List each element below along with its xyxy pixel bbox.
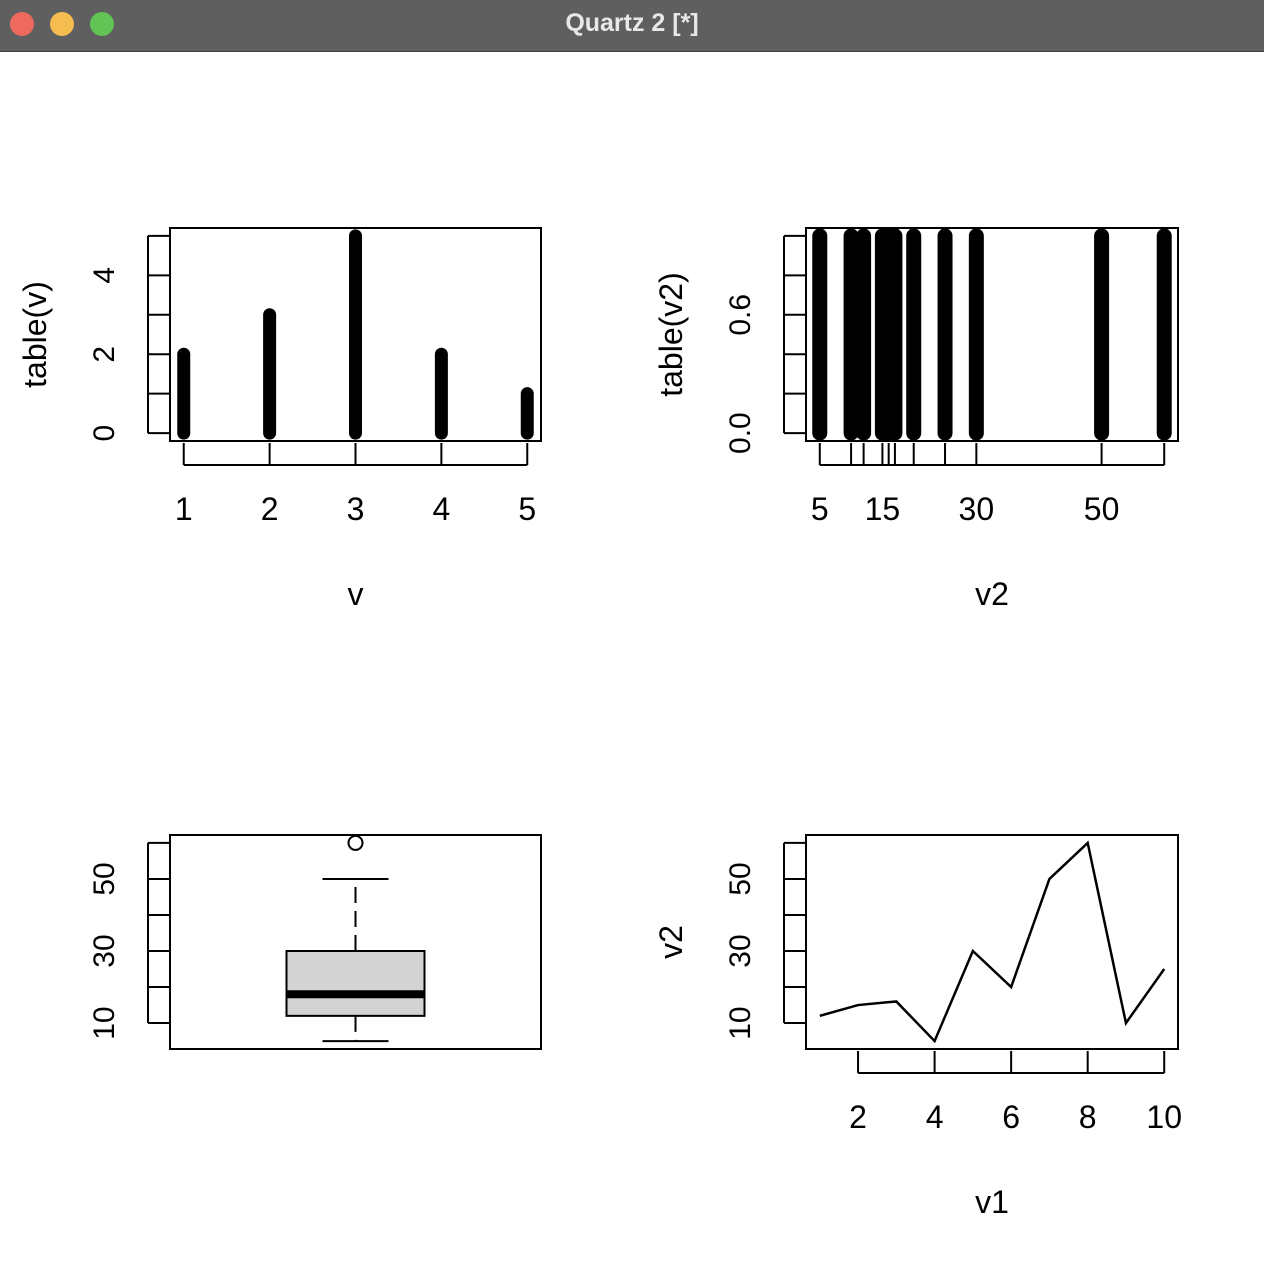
table-v2-plot-x-tick-label: 30	[959, 491, 995, 527]
line-plot-x-tick-label: 10	[1146, 1099, 1182, 1135]
table-v-plot-y-tick-label: 0	[88, 425, 121, 442]
minimize-window-button[interactable]	[50, 12, 74, 36]
boxplot-y-tick-label: 10	[88, 1006, 121, 1039]
table-v2-plot-x-tick-label: 15	[865, 491, 901, 527]
table-v-plot-x-tick-label: 1	[175, 491, 193, 527]
line-plot-x-tick-label: 8	[1079, 1099, 1097, 1135]
table-v-plot-frame	[169, 227, 542, 442]
zoom-window-button[interactable]	[90, 12, 114, 36]
line-plot-series-line	[819, 840, 1166, 1044]
table-v-plot-x-tick-label: 4	[432, 491, 450, 527]
boxplot-y-tick-label: 30	[88, 934, 121, 967]
window-titlebar[interactable]: Quartz 2 [*]	[0, 0, 1264, 52]
table-v2-plot-y-tick-label: 0.6	[724, 294, 757, 336]
table-v2-plot-x-axis-title: v2	[975, 576, 1009, 612]
line-plot-y-tick-label: 10	[724, 1006, 757, 1039]
table-v-plot-y-tick-label: 4	[88, 267, 121, 284]
table-v-plot-x-tick-label: 2	[261, 491, 279, 527]
line-plot: 10 30 50 2 4 6 8 10 v1 v2	[653, 834, 1182, 1220]
line-plot-x-tick-label: 2	[849, 1099, 867, 1135]
boxplot-outlier-point	[347, 834, 364, 851]
table-v2-plot-frame	[805, 227, 1179, 442]
line-plot-y-tick-label: 30	[724, 934, 757, 967]
table-v-plot-x-axis-title: v	[348, 576, 364, 612]
table-v2-plot-x-tick-label: 50	[1084, 491, 1120, 527]
table-v2-plot-y-tick-label: 0.0	[724, 412, 757, 454]
boxplot-box	[285, 950, 426, 1017]
boxplot-y-tick-label: 50	[88, 862, 121, 895]
table-v-plot: 0 2 4 1 2 3 4 5 v table(v)	[17, 227, 542, 612]
table-v2-plot-x-tick-label: 5	[811, 491, 829, 527]
close-window-button[interactable]	[10, 12, 34, 36]
table-v2-plot-y-axis-title: table(v2)	[653, 272, 689, 397]
window-title: Quartz 2 [*]	[565, 9, 699, 37]
line-plot-y-axis-title: v2	[653, 925, 689, 959]
line-plot-frame	[805, 834, 1179, 1050]
boxplot-frame	[169, 834, 542, 1050]
plot-canvas: 0 2 4 1 2 3 4 5 v table(v) 0.0 0.6 5 15 30 50 v2 table(v2…	[17, 227, 1182, 1220]
line-plot-x-tick-label: 4	[926, 1099, 944, 1135]
line-plot-y-tick-label: 50	[724, 862, 757, 895]
boxplot: 10 30 50	[88, 834, 542, 1050]
table-v-plot-y-axis-title: table(v)	[17, 281, 53, 388]
line-plot-x-axis-title: v1	[975, 1184, 1009, 1220]
table-v-plot-y-tick-label: 2	[88, 346, 121, 363]
table-v2-plot: 0.0 0.6 5 15 30 50 v2 table(v2)	[653, 227, 1179, 612]
line-plot-x-tick-label: 6	[1002, 1099, 1020, 1135]
table-v-plot-x-tick-label: 5	[518, 491, 536, 527]
table-v-plot-x-tick-label: 3	[347, 491, 365, 527]
